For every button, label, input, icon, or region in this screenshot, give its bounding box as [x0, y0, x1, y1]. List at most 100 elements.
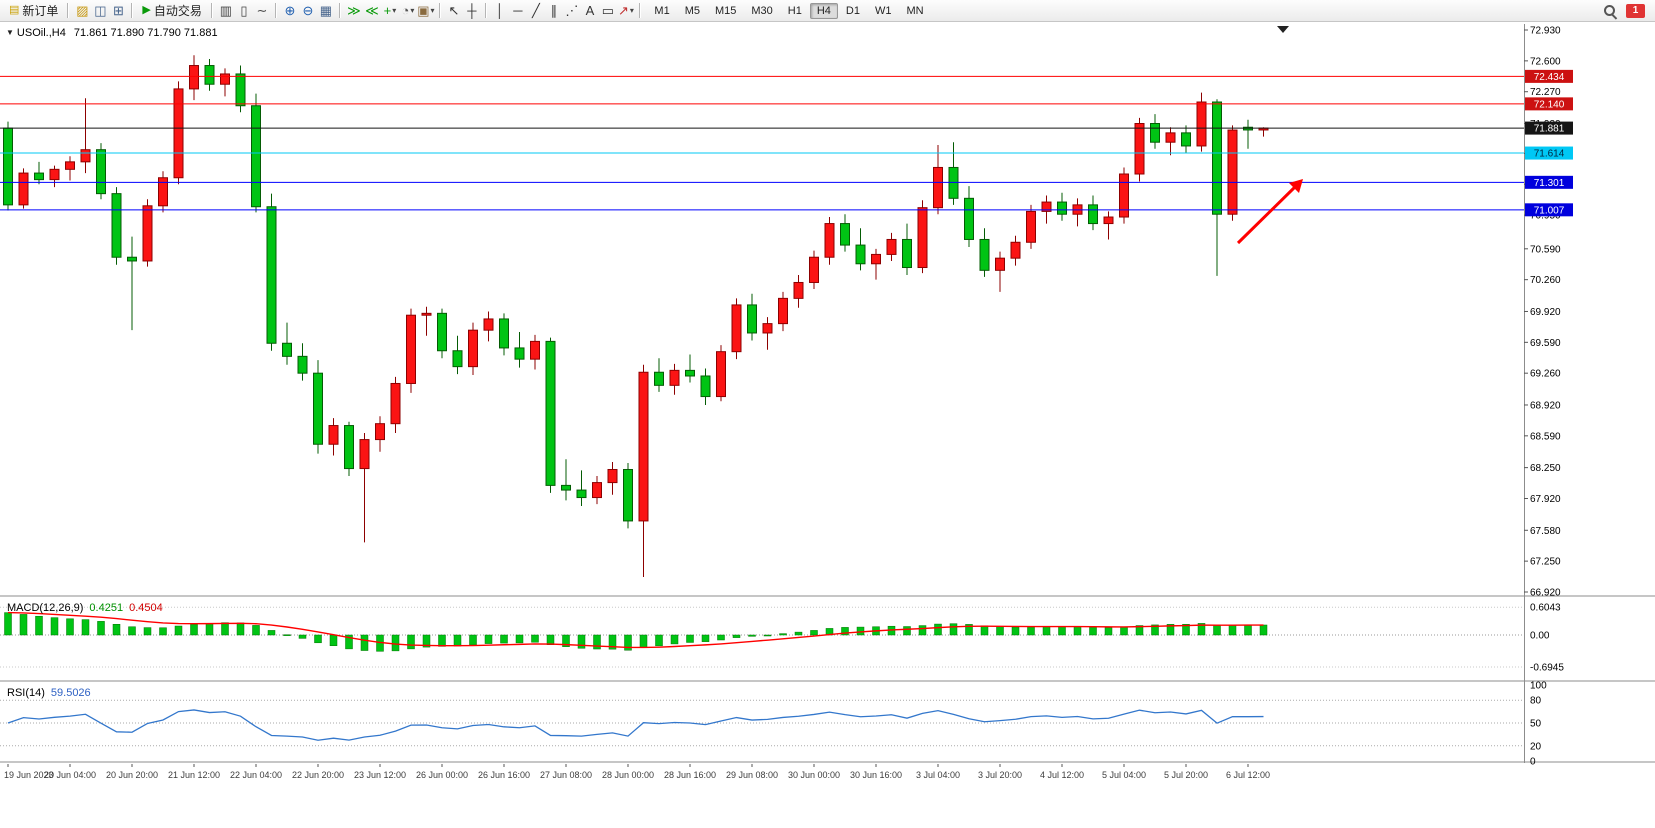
indicators-icon[interactable]: + ▾ [381, 2, 399, 20]
candle [437, 312, 447, 352]
new-chart-icon[interactable]: ▨ [73, 2, 91, 20]
vertical-line-icon[interactable]: │ [491, 2, 509, 20]
timeframe-h1[interactable]: H1 [787, 4, 802, 17]
macd-axis-label: 0.6043 [1530, 603, 1561, 614]
timeframe-m5[interactable]: M5 [684, 4, 700, 17]
candle [545, 340, 556, 486]
profiles-icon[interactable]: ◫ [91, 2, 109, 20]
zoom-out-icon[interactable]: ⊖ [299, 2, 317, 20]
search-icon[interactable] [1602, 3, 1618, 19]
macd-histogram-bar [360, 634, 369, 651]
candle [716, 351, 726, 398]
macd-histogram-bar [267, 630, 276, 636]
candle [1041, 201, 1052, 212]
equidistant-channel-icon: ∥ [550, 3, 558, 18]
price-scale[interactable]: 72.93072.60072.27071.93071.61071.28070.9… [1524, 24, 1573, 768]
candle [1057, 201, 1067, 215]
candle [142, 205, 153, 262]
periods-icon[interactable]: ◔ ▾ [399, 2, 417, 20]
candle [576, 489, 587, 499]
crosshair-icon[interactable]: ┼ [463, 2, 481, 20]
time-tick-label: 29 Jun 08:00 [726, 770, 778, 780]
arrow-line[interactable] [1236, 183, 1299, 245]
timeframe-mn[interactable]: MN [906, 4, 924, 17]
line-chart-icon[interactable]: ∼ [253, 2, 271, 20]
timeframe-m1[interactable]: M1 [654, 4, 670, 17]
zoom-in-icon[interactable]: ⊕ [281, 2, 299, 20]
fibonacci-icon[interactable]: ⋰ [563, 2, 581, 20]
candlestick-chart-icon[interactable]: ▯ [235, 2, 253, 20]
symbol-collapse-icon[interactable]: ▼ [6, 28, 14, 37]
trend-arrow-annotation[interactable] [1236, 179, 1303, 245]
timeframe-w1[interactable]: W1 [874, 4, 892, 17]
time-tick-label: 5 Jul 04:00 [1102, 770, 1146, 780]
candle [654, 371, 664, 386]
candle [747, 304, 757, 334]
price-chart-canvas[interactable]: 72.93072.60072.27071.93071.61071.28070.9… [0, 22, 1655, 828]
candle [1119, 173, 1129, 218]
toolbar-separator [131, 3, 134, 18]
price-tick-label: 68.920 [1530, 400, 1561, 411]
candle [995, 257, 1005, 271]
macd-histogram-bar [143, 627, 152, 636]
macd-histogram-bar [794, 631, 803, 636]
macd-signal-line [7, 611, 1264, 649]
time-tick-label: 27 Jun 08:00 [540, 770, 592, 780]
market-watch-icon[interactable]: ⊞ [109, 2, 127, 20]
price-tick-label: 68.250 [1530, 463, 1561, 474]
macd-histogram-bar [283, 634, 291, 636]
timeframe-h4[interactable]: H4 [809, 2, 838, 19]
equidistant-channel-icon[interactable]: ∥ [545, 2, 563, 20]
trendline-icon[interactable]: ╱ [527, 2, 545, 20]
price-tick-label: 69.260 [1530, 369, 1561, 380]
candle [762, 323, 773, 334]
dropdown-arrow-icon[interactable]: ▾ [430, 5, 435, 15]
macd-histogram-bar [19, 614, 28, 636]
bars-chart-icon: ▥ [219, 3, 233, 18]
horizontal-line-icon[interactable]: ─ [509, 2, 527, 20]
price-tick-label: 69.590 [1530, 338, 1561, 349]
candle [1196, 101, 1207, 147]
arrow-head [1289, 179, 1303, 193]
candle [669, 369, 680, 386]
text-label-icon: ▭ [601, 3, 615, 18]
macd-histogram-bar [1089, 626, 1097, 636]
candle [375, 423, 385, 441]
timeframe-m15[interactable]: M15 [714, 4, 737, 17]
timeframe-m30[interactable]: M30 [751, 4, 773, 17]
chart-shift-icon[interactable]: ≪ [363, 2, 381, 20]
macd-histogram-bar [4, 612, 12, 636]
toolbar-separator [274, 3, 277, 18]
text-label-icon[interactable]: ▭ [599, 2, 617, 20]
arrows-icon[interactable]: ↗ ▾ [617, 2, 635, 20]
dropdown-arrow-icon[interactable]: ▾ [410, 5, 415, 15]
cursor-icon[interactable]: ↖ [445, 2, 463, 20]
new-order-button[interactable]: ▤ 新订单 [4, 1, 63, 20]
time-tick-label: 19 Jun 2023 [4, 770, 54, 780]
ohlc-values: 71.861 71.890 71.790 71.881 [73, 27, 218, 39]
dropdown-arrow-icon[interactable]: ▾ [629, 5, 634, 15]
time-tick-label: 3 Jul 20:00 [978, 770, 1022, 780]
macd-histogram-bar [1197, 623, 1206, 636]
macd-histogram-bar [562, 634, 570, 647]
templates-icon[interactable]: ▣ ▾ [417, 2, 435, 20]
macd-histogram-bar [1166, 624, 1175, 636]
horizontal-line-icon: ─ [513, 3, 523, 18]
price-tick-label: 69.920 [1530, 307, 1561, 318]
autotrading-button[interactable]: ▶ 自动交易 [137, 1, 206, 20]
timeframe-d1[interactable]: D1 [845, 4, 860, 17]
bars-chart-icon[interactable]: ▥ [217, 2, 235, 20]
tile-windows-icon[interactable]: ▦ [317, 2, 335, 20]
candle [1243, 126, 1253, 131]
auto-scroll-icon[interactable]: ≫ [345, 2, 363, 20]
price-level-badge [1525, 146, 1573, 160]
toolbar-separator [67, 3, 70, 18]
macd-histogram-bar [639, 634, 648, 648]
dropdown-arrow-icon[interactable]: ▾ [392, 5, 397, 15]
vertical-line-icon: │ [495, 3, 504, 18]
notification-badge[interactable]: 1 [1626, 3, 1645, 18]
text-icon[interactable]: A [581, 2, 599, 20]
macd-histogram-bar [1135, 625, 1144, 636]
chart-shift-marker[interactable] [1277, 26, 1289, 33]
